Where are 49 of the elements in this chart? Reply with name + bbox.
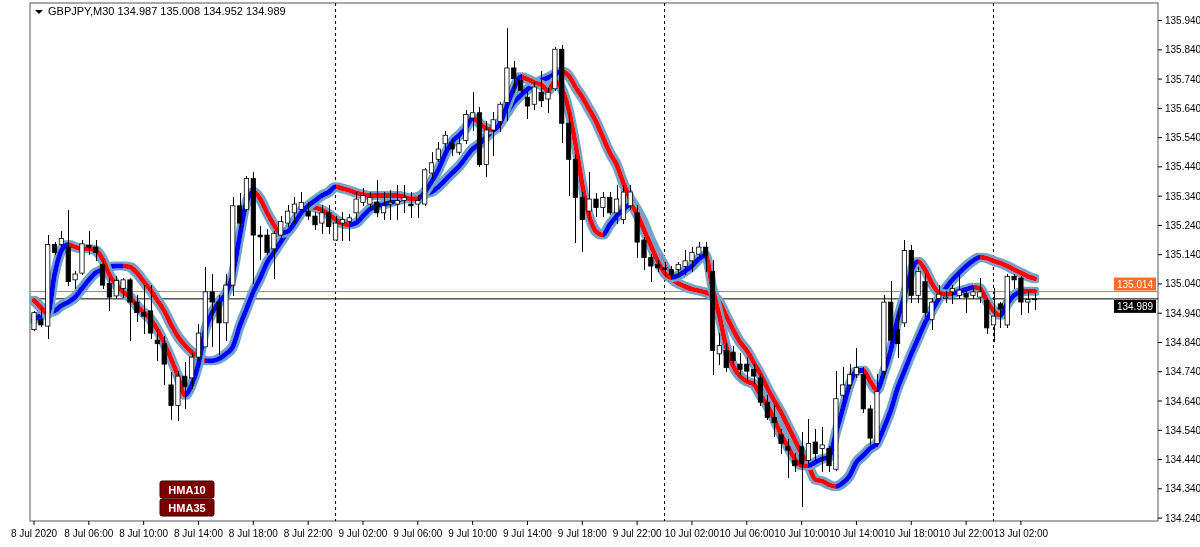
x-tick-label: 10 Jul 10:00: [774, 528, 830, 539]
y-tick-label: 134.740: [1165, 366, 1200, 378]
x-tick-label: 8 Jul 18:00: [228, 528, 279, 539]
y-tick-label: 134.340: [1165, 483, 1200, 495]
x-tick-label: 8 Jul 06:00: [64, 528, 114, 539]
x-tick-label: 9 Jul 22:00: [612, 528, 663, 539]
x-tick-label: 9 Jul 18:00: [557, 528, 608, 539]
x-tick-label: 10 Jul 06:00: [719, 528, 775, 539]
x-tick-label: 10 Jul 14:00: [829, 528, 885, 539]
y-tick-label: 134.240: [1165, 512, 1200, 524]
y-tick-label: 135.940: [1165, 15, 1200, 27]
annotation: HMA10: [168, 483, 206, 496]
y-tick-label: 135.040: [1165, 278, 1200, 290]
y-tick-label: 134.840: [1165, 336, 1200, 348]
candlestick: [435, 141, 441, 163]
candlestick: [99, 259, 106, 290]
y-tick-label: 134.940: [1165, 307, 1200, 319]
x-tick-label: 10 Jul 22:00: [938, 528, 994, 539]
y-tick-label: 135.640: [1165, 102, 1200, 114]
y-tick-label: 135.340: [1165, 190, 1200, 202]
x-tick-label: 8 Jul 22:00: [283, 528, 334, 539]
candlestick: [428, 151, 435, 180]
y-tick-label: 135.840: [1165, 44, 1200, 56]
candlestick: [195, 323, 202, 362]
y-tick-label: 135.540: [1165, 132, 1200, 144]
y-tick-label: 135.240: [1165, 219, 1200, 231]
x-tick-label: 10 Jul 02:00: [664, 528, 720, 539]
y-tick-label: 135.440: [1165, 161, 1200, 173]
annotation: HMA35: [168, 501, 206, 514]
x-tick-label: 13 Jul 02:00: [993, 528, 1049, 539]
candlestick: [785, 438, 791, 479]
x-tick-label: 8 Jul 14:00: [174, 528, 224, 539]
candlestick: [518, 73, 524, 94]
ref-line-label: 135.014: [1116, 278, 1154, 290]
y-tick-label: 134.640: [1165, 395, 1200, 407]
x-tick-label: 8 Jul 10:00: [119, 528, 169, 539]
x-tick-label: 10 Jul 18:00: [884, 528, 939, 539]
x-tick-label: 9 Jul 06:00: [393, 528, 443, 539]
ref-line-label: 134.989: [1116, 300, 1154, 312]
x-tick-label: 9 Jul 14:00: [502, 528, 553, 539]
y-tick-label: 134.540: [1165, 424, 1200, 436]
x-tick-label: 9 Jul 10:00: [448, 528, 498, 539]
x-tick-label: 9 Jul 02:00: [338, 528, 388, 539]
y-tick-label: 135.140: [1165, 249, 1200, 261]
chart-title: GBPJPY,M30 134.987 135.008 134.952 134.989: [48, 5, 286, 17]
x-tick-label: 8 Jul 2020: [10, 528, 58, 539]
y-tick-label: 134.440: [1165, 454, 1200, 466]
y-tick-label: 135.740: [1165, 73, 1200, 85]
candlestick: [778, 428, 784, 455]
